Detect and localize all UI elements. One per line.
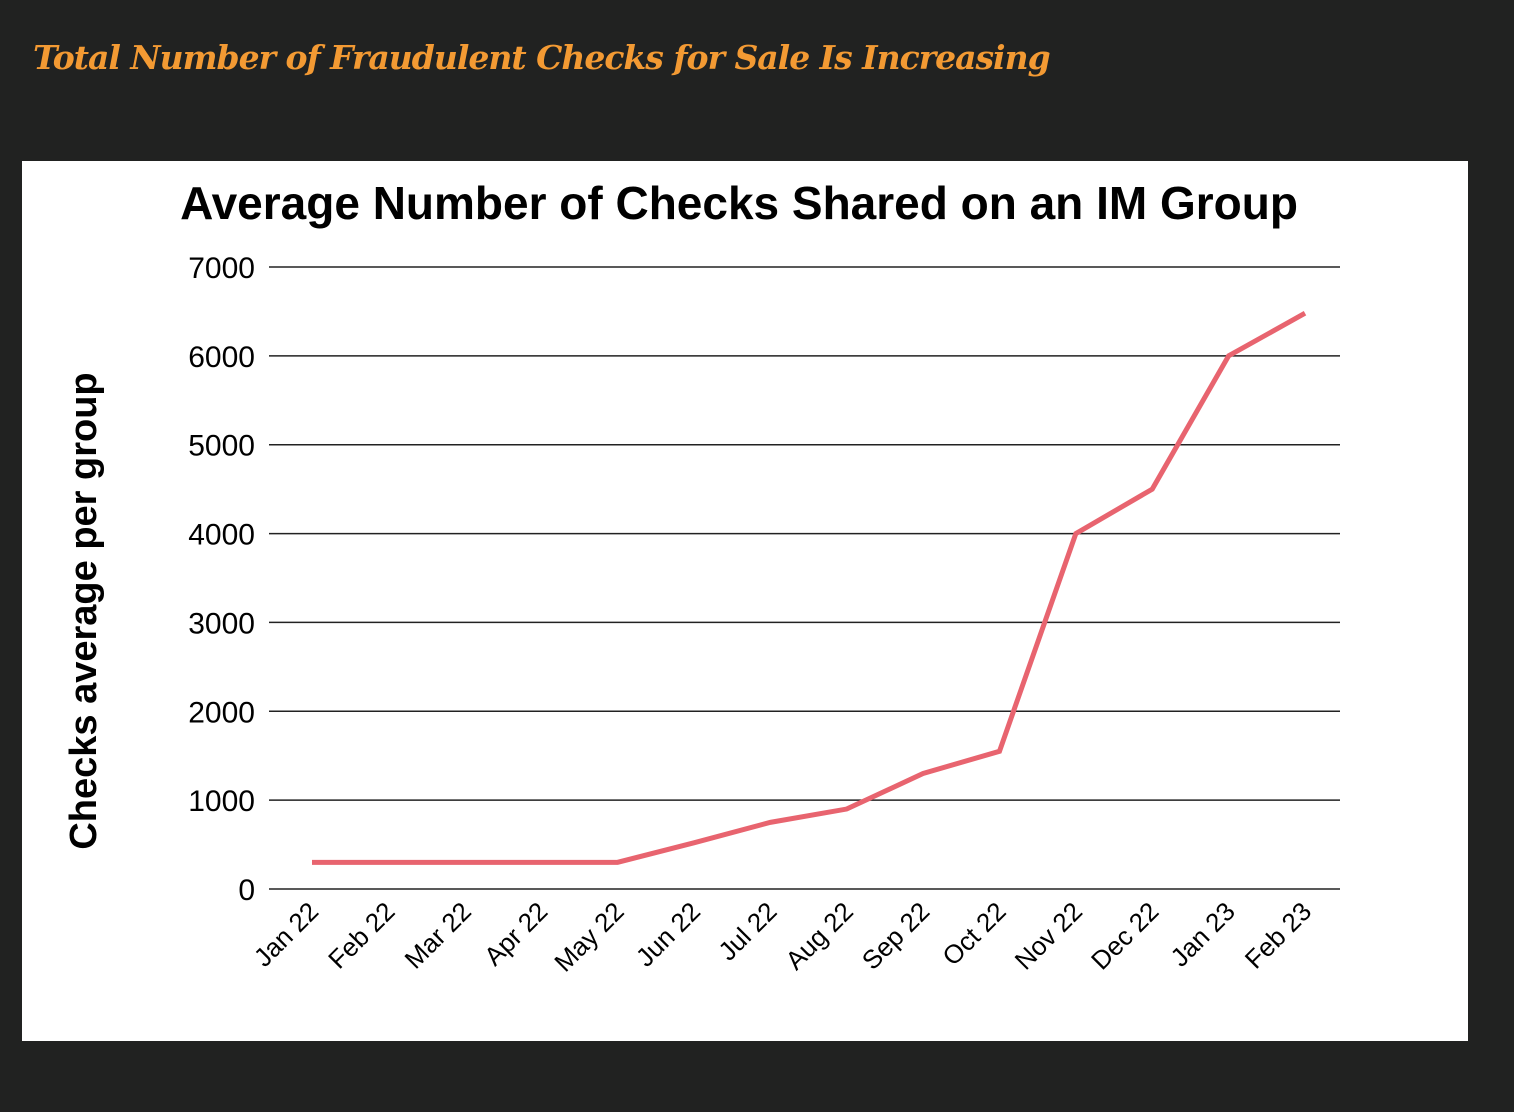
x-tick-label: Dec 22 [1085, 896, 1164, 975]
x-tick-label: Feb 22 [322, 896, 400, 974]
y-tick-label: 6000 [188, 341, 255, 374]
x-tick-label: Apr 22 [478, 896, 553, 971]
y-tick-label: 2000 [188, 696, 255, 729]
x-tick-label: Mar 22 [399, 896, 477, 974]
y-tick-labels: 0 1000 2000 3000 4000 5000 6000 7000 [188, 252, 255, 907]
x-tick-label: Jun 22 [630, 896, 706, 972]
x-tick-label: Sep 22 [856, 896, 935, 975]
y-tick-label: 5000 [188, 430, 255, 463]
y-tick-label: 1000 [188, 785, 255, 818]
x-tick-label: Jul 22 [712, 896, 782, 966]
y-tick-label: 3000 [188, 607, 255, 640]
x-tick-label: Oct 22 [936, 896, 1011, 971]
chart-title: Average Number of Checks Shared on an IM… [180, 177, 1298, 229]
headline: Total Number of Fraudulent Checks for Sa… [33, 38, 1051, 77]
x-tick-label: Nov 22 [1009, 896, 1088, 975]
y-tick-label: 7000 [188, 252, 255, 285]
x-tick-label: Aug 22 [779, 896, 858, 975]
series-line [312, 311, 1307, 865]
y-axis-label: Checks average per group [63, 372, 105, 849]
line-chart: Average Number of Checks Shared on an IM… [63, 177, 1340, 978]
y-tick-label: 4000 [188, 519, 255, 552]
series [311, 311, 1307, 865]
y-tick-label: 0 [238, 874, 255, 907]
x-tick-label: Jan 22 [248, 896, 324, 972]
x-tick-label: May 22 [548, 896, 630, 978]
chart-panel: Average Number of Checks Shared on an IM… [22, 161, 1468, 1041]
gridlines [269, 266, 1340, 890]
x-tick-label: Feb 23 [1239, 896, 1317, 974]
x-tick-label: Jan 23 [1164, 896, 1240, 972]
